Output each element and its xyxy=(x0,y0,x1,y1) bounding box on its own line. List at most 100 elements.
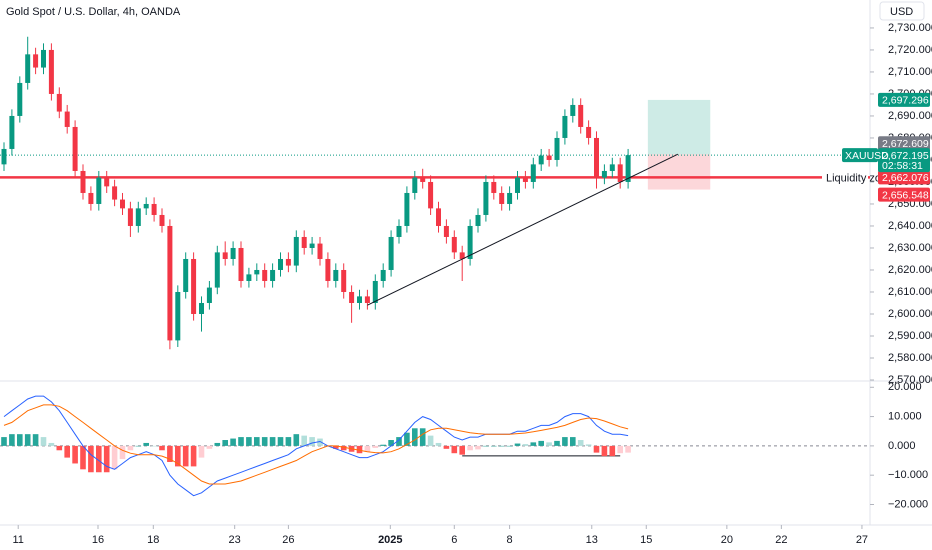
macd-histogram-bar xyxy=(293,434,300,446)
candle-body xyxy=(341,269,347,292)
macd-histogram-bar xyxy=(159,445,165,451)
x-tick-label: 27 xyxy=(856,534,868,546)
macd-histogram-bar xyxy=(459,445,465,455)
candle-body xyxy=(499,192,505,204)
macd-histogram-bar xyxy=(570,437,576,446)
y-tick-label: 2,720.000 xyxy=(888,44,932,56)
macd-histogram-bar xyxy=(356,445,363,454)
macd-histogram-bar xyxy=(238,437,244,446)
macd-histogram-bar xyxy=(151,445,157,447)
y-tick-label: 2,610.000 xyxy=(888,286,932,298)
countdown: 02:58:31 xyxy=(882,160,923,172)
macd-histogram-bar xyxy=(364,445,371,452)
candle-body xyxy=(214,252,220,288)
candle-body xyxy=(349,291,355,303)
x-tick-label: 8 xyxy=(507,534,513,546)
currency[interactable]: USD xyxy=(890,6,913,18)
candle-body xyxy=(151,203,157,215)
candle-body xyxy=(562,115,568,138)
macd-histogram-bar xyxy=(530,442,537,446)
macd-histogram-bar xyxy=(206,445,213,449)
macd-histogram-bar xyxy=(174,445,181,467)
macd-histogram-bar xyxy=(546,442,552,446)
candle-body xyxy=(459,252,465,259)
macd-histogram-bar xyxy=(269,437,276,446)
macd-histogram-bar xyxy=(388,440,394,446)
candle-body xyxy=(72,126,78,171)
candle-body xyxy=(443,225,449,237)
candle-body xyxy=(238,247,244,281)
candle-body xyxy=(135,208,141,226)
x-tick-label: 11 xyxy=(13,534,24,546)
candle-body xyxy=(515,177,521,193)
macd-histogram-bar xyxy=(317,438,323,446)
candle-body xyxy=(293,236,299,266)
macd-histogram-bar xyxy=(625,445,631,453)
candle-body xyxy=(325,258,331,281)
macd-histogram-bar xyxy=(88,445,94,473)
candle-body xyxy=(230,247,236,259)
candle-body xyxy=(625,155,631,182)
macd-histogram-bar xyxy=(167,445,173,462)
macd-histogram-bar xyxy=(285,437,292,446)
macd-histogram-bar xyxy=(95,445,102,473)
macd-histogram-bar xyxy=(103,445,110,473)
currency-button[interactable] xyxy=(879,1,925,21)
macd-histogram-bar xyxy=(585,444,592,446)
x-tick-label: 2025 xyxy=(378,534,402,546)
macd-histogram-bar xyxy=(411,428,418,446)
macd-histogram-bar xyxy=(404,432,410,446)
liquidity-text-bg xyxy=(822,170,868,185)
macd-histogram-bar xyxy=(467,445,473,451)
last-price-tag-bg xyxy=(878,148,930,173)
candle-body xyxy=(159,214,165,226)
macd-histogram-bar xyxy=(190,445,197,467)
x-tick-label: 23 xyxy=(229,534,241,546)
macd-histogram-bar xyxy=(506,445,513,447)
macd-histogram-bar xyxy=(48,442,55,446)
candle-body xyxy=(428,181,434,209)
macd-histogram-bar xyxy=(198,445,205,458)
candle-body xyxy=(191,258,197,314)
symbol-tag: XAUUSD xyxy=(845,150,889,162)
stop-zone xyxy=(647,154,711,190)
macd-histogram-bar xyxy=(80,445,86,470)
candle-body xyxy=(285,258,291,266)
macd-histogram-bar xyxy=(419,428,426,446)
candle-body xyxy=(40,49,46,68)
candle-body xyxy=(56,93,62,112)
candle-body xyxy=(1,148,7,165)
candle-body xyxy=(254,269,260,275)
candle-body xyxy=(301,236,307,248)
candle-body xyxy=(420,177,426,182)
macd-histogram-bar xyxy=(577,440,584,446)
x-tick-label: 6 xyxy=(451,534,457,546)
macd-histogram-bar xyxy=(451,445,458,454)
candle-body xyxy=(88,192,94,204)
macd-line xyxy=(3,395,629,497)
macd-histogram-bar xyxy=(340,445,347,451)
macd-histogram-bar xyxy=(261,437,268,446)
macd-histogram-bar xyxy=(483,445,489,447)
macd-histogram-bar xyxy=(135,445,142,447)
macd-histogram-bar xyxy=(277,437,284,446)
macd-histogram-bar xyxy=(538,440,545,446)
macd-y-tick-label: 20.000 xyxy=(888,381,922,393)
candle-body xyxy=(356,296,362,303)
liquidity-tag: 2,662.076 xyxy=(882,172,929,184)
macd-histogram-bar xyxy=(601,445,608,457)
macd-y-tick-label: 10.000 xyxy=(888,410,922,422)
candle-body xyxy=(206,287,212,303)
liquidity-tag-bg xyxy=(878,170,930,185)
candle-body xyxy=(617,164,623,182)
candle-body xyxy=(538,155,544,165)
macd-histogram-bar xyxy=(554,440,560,446)
candle-body xyxy=(451,236,457,253)
candle-body xyxy=(25,54,31,83)
stop-tag: 2,656.548 xyxy=(882,189,929,201)
macd-histogram-bar xyxy=(182,445,189,467)
y-tick-label: 2,690.000 xyxy=(888,110,932,122)
x-tick-label: 20 xyxy=(721,534,733,546)
y-tick-label: 2,620.000 xyxy=(888,264,932,276)
